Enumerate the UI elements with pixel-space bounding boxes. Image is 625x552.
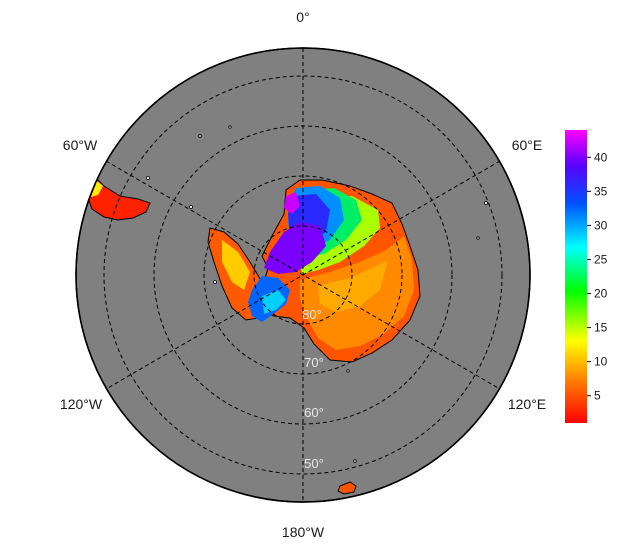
colorbar-tick-label: 10 xyxy=(594,355,608,369)
colorbar-tick-label: 40 xyxy=(594,150,608,164)
longitude-label-180w: 180°W xyxy=(282,524,325,540)
latitude-label-70: 70° xyxy=(304,355,324,370)
latitude-label-80: 80° xyxy=(302,307,322,322)
small-islands xyxy=(146,125,488,463)
colorbar-tick-label: 15 xyxy=(594,321,608,335)
colorbar-tick-label: 30 xyxy=(594,218,608,232)
kerguelen-islands xyxy=(337,481,357,495)
longitude-label-60e: 60°E xyxy=(512,137,543,153)
colorbar: 5 10 15 20 25 30 35 40 xyxy=(565,130,608,423)
latitude-label-50: 50° xyxy=(304,456,324,471)
colorbar-tick-label: 35 xyxy=(594,184,608,198)
colorbar-gradient xyxy=(565,130,587,423)
antarctica-high-plateau xyxy=(264,222,326,274)
longitude-label-120w: 120°W xyxy=(60,396,103,412)
longitude-label-60w: 60°W xyxy=(63,137,98,153)
colorbar-tick-label: 25 xyxy=(594,252,608,266)
longitude-label-120e: 120°E xyxy=(508,396,546,412)
meridian-lines xyxy=(105,48,501,502)
colorbar-tick-label: 20 xyxy=(594,287,608,301)
longitude-label-0: 0° xyxy=(296,9,309,25)
latitude-label-60: 60° xyxy=(304,405,324,420)
colorbar-tick-label: 5 xyxy=(594,389,601,403)
